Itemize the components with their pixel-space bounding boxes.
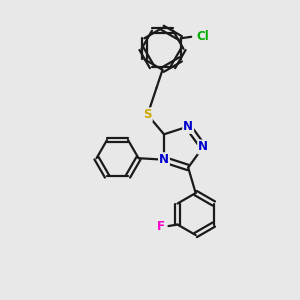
Text: Cl: Cl bbox=[196, 30, 209, 43]
Text: S: S bbox=[143, 108, 152, 121]
Text: N: N bbox=[183, 120, 193, 133]
Text: N: N bbox=[159, 153, 169, 166]
Text: N: N bbox=[198, 140, 208, 154]
Text: F: F bbox=[157, 220, 165, 232]
